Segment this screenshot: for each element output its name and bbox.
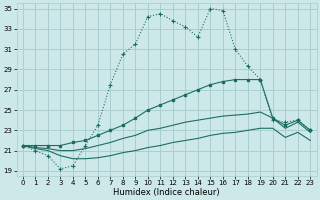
X-axis label: Humidex (Indice chaleur): Humidex (Indice chaleur) [113, 188, 220, 197]
